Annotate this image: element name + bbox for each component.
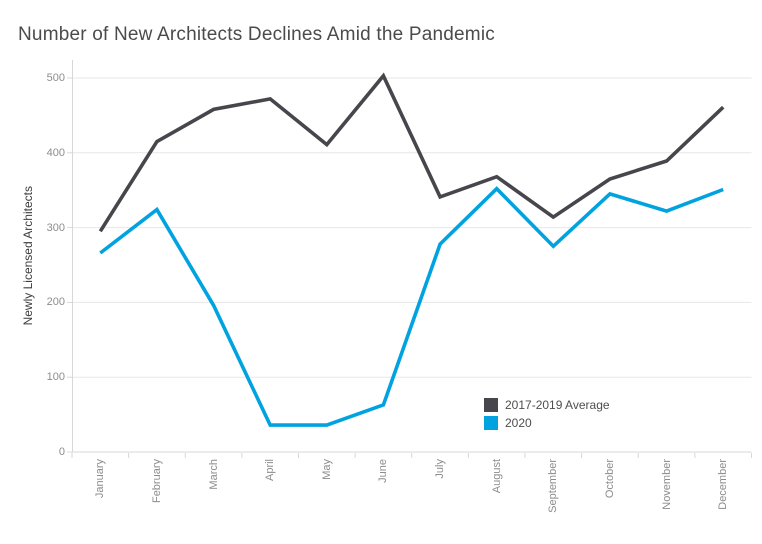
legend-swatch bbox=[484, 416, 498, 430]
legend-item-2017-2019-average: 2017-2019 Average bbox=[484, 398, 610, 412]
x-tick-label-text: March bbox=[207, 459, 220, 490]
x-tick-label-text: November bbox=[660, 459, 673, 510]
x-tick-label-february: February bbox=[129, 459, 186, 543]
legend-item-2020: 2020 bbox=[484, 416, 610, 430]
x-tick-label-november: November bbox=[638, 459, 695, 543]
x-tick-label-text: May bbox=[320, 459, 333, 480]
x-tick-label-text: August bbox=[490, 459, 503, 494]
x-tick-label-september: September bbox=[525, 459, 582, 543]
legend-label: 2020 bbox=[505, 416, 532, 430]
y-tick-label-200: 200 bbox=[46, 296, 65, 309]
x-tick-label-text: July bbox=[434, 459, 447, 479]
x-tick-label-text: February bbox=[150, 459, 163, 504]
x-tick-label-text: September bbox=[547, 459, 560, 513]
y-tick-label-500: 500 bbox=[46, 72, 65, 84]
x-tick-label-text: June bbox=[377, 459, 390, 483]
series-line-2017-2019-average bbox=[98, 72, 725, 233]
series-line-2020 bbox=[99, 186, 724, 427]
x-tick-label-april: April bbox=[242, 459, 299, 543]
x-tick-label-june: June bbox=[355, 459, 412, 543]
x-tick-label-october: October bbox=[582, 459, 639, 543]
x-tick-label-text: January bbox=[94, 459, 107, 499]
y-tick-label-400: 400 bbox=[46, 146, 65, 159]
x-tick-label-march: March bbox=[185, 459, 242, 543]
x-tick-label-january: January bbox=[72, 459, 129, 543]
legend: 2017-2019 Average 2020 bbox=[484, 398, 610, 430]
legend-label: 2017-2019 Average bbox=[505, 398, 610, 412]
x-tick-label-july: July bbox=[412, 459, 469, 543]
x-tick-label-may: May bbox=[299, 459, 356, 543]
x-tick-label-text: October bbox=[603, 459, 616, 499]
y-tick-label-300: 300 bbox=[46, 221, 65, 234]
x-tick-label-text: April bbox=[264, 459, 277, 482]
x-tick-label-december: December bbox=[695, 459, 752, 543]
legend-swatch bbox=[484, 398, 498, 412]
chart-title: Number of New Architects Declines Amid t… bbox=[18, 24, 495, 45]
y-tick-label-0: 0 bbox=[58, 446, 65, 458]
y-tick-label-100: 100 bbox=[46, 371, 65, 384]
x-tick-label-text: December bbox=[717, 459, 730, 510]
x-tick-label-august: August bbox=[468, 459, 525, 543]
